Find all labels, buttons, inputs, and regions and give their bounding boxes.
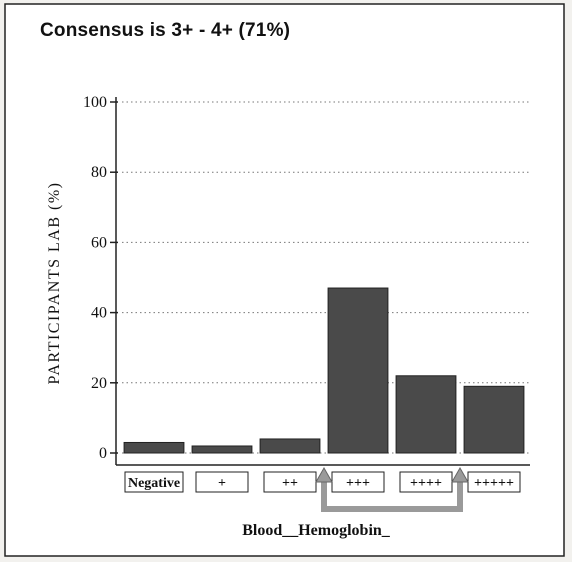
bar — [259, 438, 321, 454]
consensus-arrowhead — [315, 466, 333, 483]
category-labels: Negative + ++ +++ ++++ +++++ — [124, 471, 521, 493]
category-label: ++++ — [410, 476, 442, 491]
y-axis-label: PARTICIPANTS LAB (%) — [46, 182, 63, 385]
consensus-arrowhead — [451, 466, 469, 483]
bar — [123, 441, 185, 454]
y-tick-label: 0 — [99, 445, 107, 462]
category-label: +++++ — [474, 476, 514, 491]
category-label-box — [124, 471, 184, 493]
axes — [115, 97, 530, 466]
category-label: ++ — [282, 476, 298, 491]
bar — [191, 445, 253, 454]
y-tick-label: 60 — [91, 234, 107, 251]
consensus-arrow — [315, 466, 469, 512]
y-tick-label: 100 — [83, 94, 107, 111]
bars — [123, 287, 525, 454]
y-ticks: 0 20 40 60 80 100 — [83, 94, 118, 462]
category-label: +++ — [346, 476, 370, 491]
y-tick-label: 80 — [91, 164, 107, 181]
y-tick-label: 40 — [91, 305, 107, 322]
gridlines — [122, 101, 530, 454]
bar — [327, 287, 389, 454]
category-label-box — [195, 471, 249, 493]
consensus-arrow-path — [321, 478, 463, 512]
bar — [463, 385, 525, 454]
x-axis-label: Blood__Hemoglobin_ — [242, 522, 391, 539]
category-label: Negative — [128, 476, 180, 491]
chart-title: Consensus is 3+ - 4+ (71%) — [40, 20, 291, 41]
category-label: + — [218, 476, 226, 491]
bar — [395, 375, 457, 454]
y-tick-label: 20 — [91, 375, 107, 392]
